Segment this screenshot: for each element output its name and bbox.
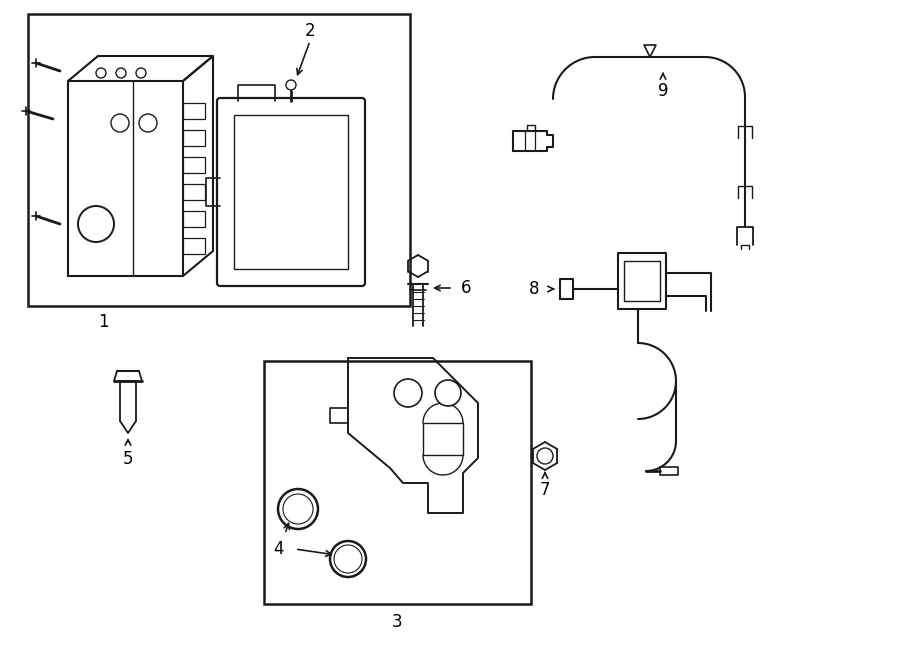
Circle shape xyxy=(78,206,114,242)
Circle shape xyxy=(339,550,357,568)
Circle shape xyxy=(288,499,308,519)
Circle shape xyxy=(537,448,553,464)
Bar xyxy=(183,184,205,200)
Circle shape xyxy=(116,68,126,78)
Bar xyxy=(183,103,205,119)
Bar xyxy=(183,157,205,173)
Circle shape xyxy=(394,379,422,407)
Bar xyxy=(264,361,531,604)
Text: 7: 7 xyxy=(540,481,550,499)
Bar xyxy=(183,211,205,227)
Circle shape xyxy=(435,380,461,406)
Circle shape xyxy=(111,114,129,132)
Text: 4: 4 xyxy=(273,540,284,558)
Circle shape xyxy=(334,545,362,573)
Text: 1: 1 xyxy=(98,313,108,331)
Text: 6: 6 xyxy=(461,279,472,297)
Text: 2: 2 xyxy=(305,22,315,40)
Bar xyxy=(183,238,205,254)
Circle shape xyxy=(283,494,313,524)
Text: 5: 5 xyxy=(122,450,133,468)
Text: 3: 3 xyxy=(392,613,402,631)
Text: 8: 8 xyxy=(529,280,539,298)
FancyBboxPatch shape xyxy=(217,98,365,286)
Bar xyxy=(183,130,205,146)
Circle shape xyxy=(136,68,146,78)
Circle shape xyxy=(278,489,318,529)
Text: 9: 9 xyxy=(658,82,668,100)
Bar xyxy=(28,14,410,306)
Circle shape xyxy=(330,541,366,577)
Bar xyxy=(234,115,348,269)
Circle shape xyxy=(96,68,106,78)
Circle shape xyxy=(139,114,157,132)
Circle shape xyxy=(286,80,296,90)
